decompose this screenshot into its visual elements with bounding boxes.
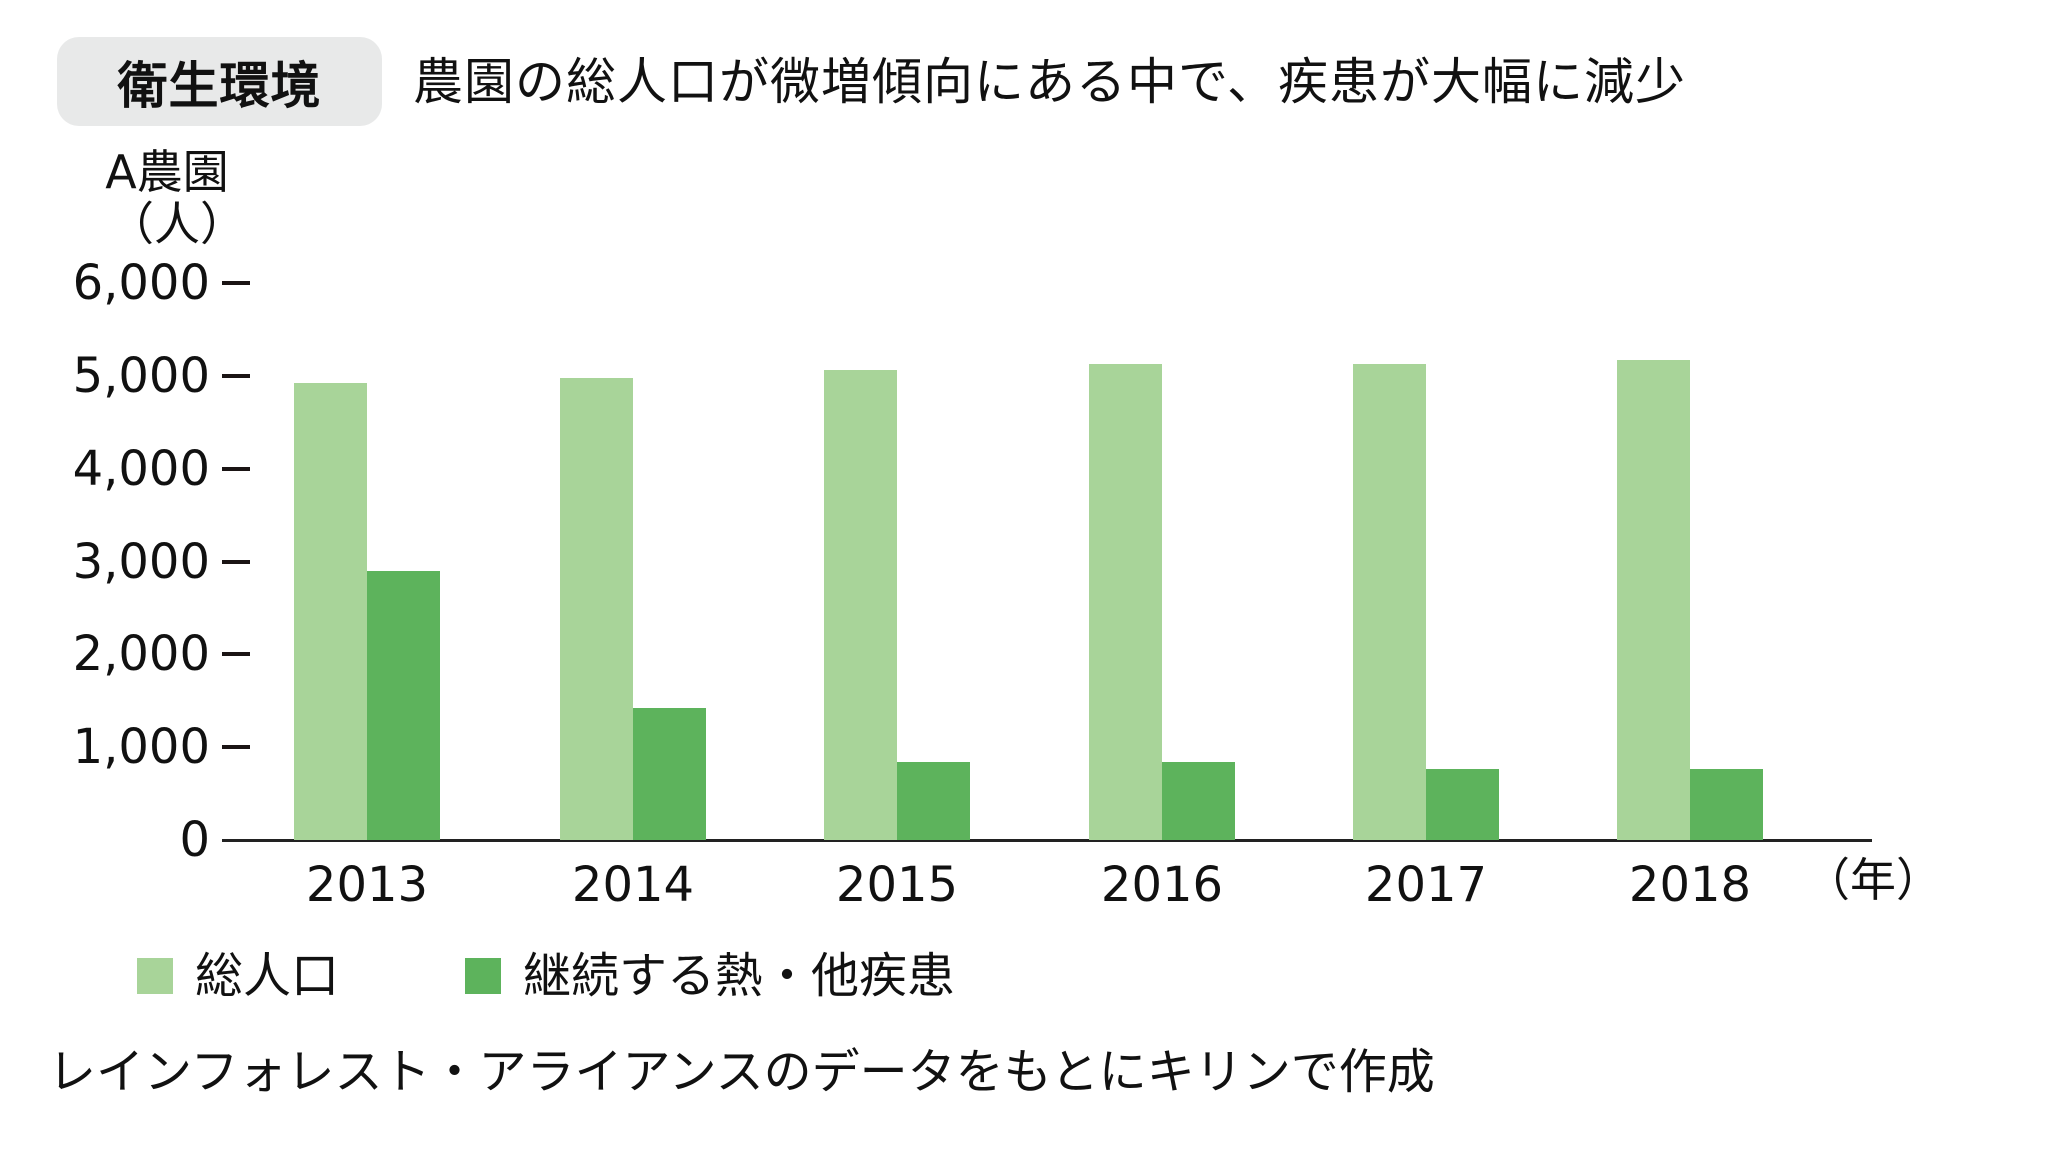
x-tick-label: 2014 <box>571 857 695 913</box>
y-tick-mark <box>222 374 250 378</box>
bar-fever-other-disease <box>1162 762 1235 840</box>
y-tick-label: 0 <box>179 812 210 868</box>
bar-fever-other-disease <box>1426 768 1499 840</box>
legend-swatch-total-population <box>137 958 173 994</box>
y-axis-label-unit: （人） <box>108 197 246 251</box>
y-tick-label: 3,000 <box>72 533 210 590</box>
y-tick-label: 2,000 <box>72 626 210 683</box>
y-axis-label-farm: A農園 <box>105 145 229 199</box>
y-tick-label: 4,000 <box>72 440 210 497</box>
x-tick-label: 2013 <box>305 857 429 913</box>
legend-item-fever-other-disease: 継続する熱・他疾患 <box>465 946 955 1006</box>
legend-label: 総人口 <box>195 948 340 1004</box>
bar-total-population <box>1089 363 1162 840</box>
y-tick-mark <box>222 466 250 471</box>
legend-item-total-population: 総人口 <box>137 946 339 1006</box>
y-tick-mark <box>222 559 250 564</box>
legend-label: 継続する熱・他疾患 <box>523 948 956 1004</box>
chart-title: 農園の総人口が微増傾向にある中で、疾患が大幅に減少 <box>413 53 1686 111</box>
category-badge: 衛生環境 <box>57 37 382 126</box>
y-tick-mark <box>222 281 250 286</box>
bar-total-population <box>1353 363 1426 840</box>
bar-fever-other-disease <box>1690 768 1763 840</box>
y-tick-label: 1,000 <box>72 719 210 776</box>
y-tick-label: 5,000 <box>72 348 210 404</box>
x-tick-label: 2017 <box>1364 857 1488 913</box>
y-axis-label: A農園 （人） <box>88 146 246 250</box>
legend-swatch-fever-other-disease <box>465 958 501 994</box>
x-axis-unit: （年） <box>1804 853 1942 907</box>
y-tick-mark <box>222 652 250 657</box>
bar-total-population <box>824 370 897 840</box>
bar-total-population <box>1617 360 1690 840</box>
bar-fever-other-disease <box>367 570 440 840</box>
y-tick-mark <box>222 745 250 750</box>
source-note: レインフォレスト・アライアンスのデータをもとにキリンで作成 <box>48 1044 1435 1100</box>
x-tick-label: 2016 <box>1100 857 1224 913</box>
x-axis-line <box>222 839 1872 842</box>
x-tick-label: 2018 <box>1628 857 1752 913</box>
y-tick-label: 6,000 <box>72 255 210 312</box>
bar-fever-other-disease <box>633 708 706 840</box>
bar-total-population <box>294 383 367 840</box>
bar-total-population <box>560 377 633 840</box>
x-tick-label: 2015 <box>835 857 959 913</box>
bar-fever-other-disease <box>897 762 970 840</box>
